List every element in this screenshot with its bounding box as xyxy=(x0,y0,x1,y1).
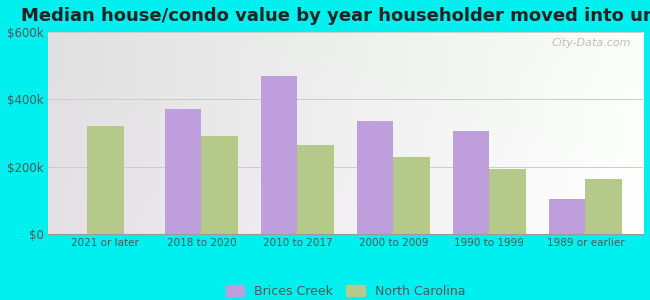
Bar xyxy=(202,136,238,234)
Bar xyxy=(586,179,622,234)
Bar xyxy=(87,126,124,234)
Text: City-Data.com: City-Data.com xyxy=(552,38,631,48)
Title: Median house/condo value by year householder moved into unit: Median house/condo value by year househo… xyxy=(21,7,650,25)
Bar xyxy=(393,157,430,234)
Legend: Brices Creek, North Carolina: Brices Creek, North Carolina xyxy=(226,285,465,298)
Bar xyxy=(549,199,586,234)
Bar xyxy=(165,110,202,234)
Bar xyxy=(261,76,298,234)
Bar xyxy=(453,131,489,234)
Bar xyxy=(489,169,526,234)
Bar xyxy=(298,145,334,234)
Bar xyxy=(357,121,393,234)
